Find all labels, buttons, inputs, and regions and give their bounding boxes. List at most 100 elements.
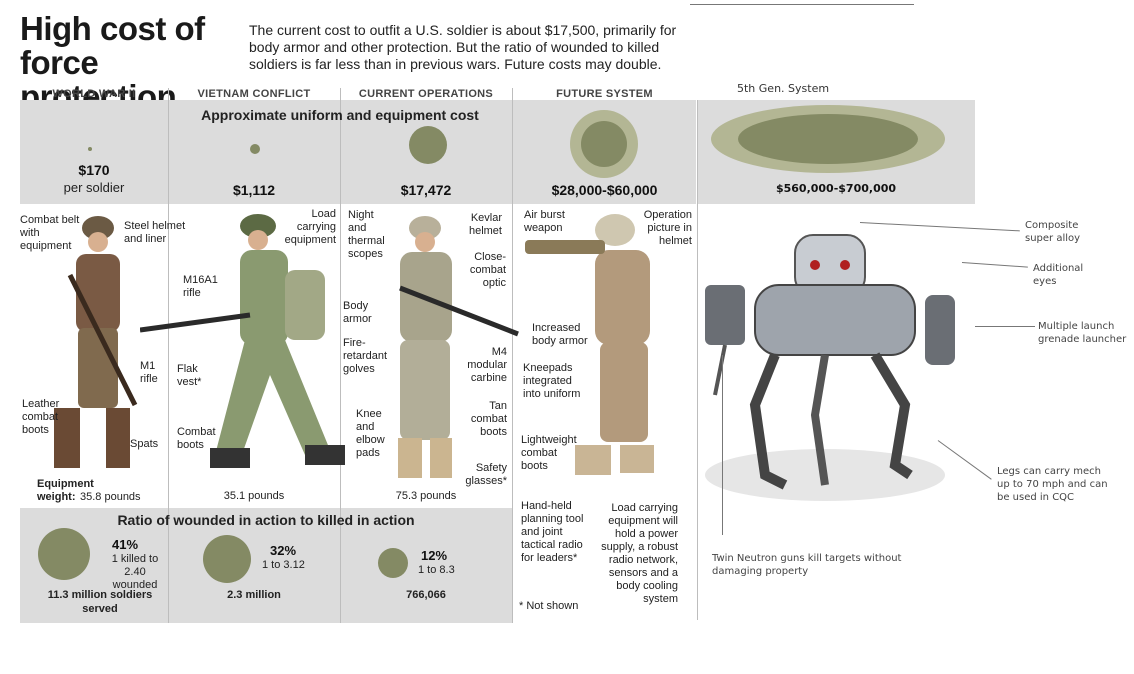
vietnam-boots-label: Combat boots [177,426,216,451]
ww2-right-boot [106,408,130,468]
cost-ww2-unit: per soldier [63,180,125,195]
mech-launcher-label: Multiple launch grenade launcher [1038,321,1127,345]
ratio-vietnam-ratio: 1 to 3.12 [262,559,305,571]
ratio-current-served: 766,066 [406,589,446,601]
ww2-rifle [67,273,138,407]
current-optic-label: Close-combat optic [469,251,506,289]
vietnam-rifle-label: M16A1 rifle [183,274,218,299]
mech-center-leg [810,354,829,486]
current-glasses-label: Safety glasses* [465,462,507,487]
current-fire-label: Fire-retardant golves [343,337,388,375]
future-airburst-weapon [525,240,605,254]
page-subtitle: The current cost to outfit a U.S. soldie… [249,22,677,72]
cost-fifth: $560,000-$700,000 [775,182,897,195]
ww2-boots-label: Leather combat boots [22,398,60,436]
mech-alloy-label: Composite super alloy [1025,220,1081,244]
leader-launcher [975,326,1035,327]
top-rule [690,4,914,5]
ratio-panel [20,508,512,623]
ww2-helmet [82,216,114,240]
current-carbine-label: M4 modular carbine [467,346,507,384]
mech-eye [840,260,850,270]
current-left-boot [398,438,422,478]
current-tan-label: Tan combat boots [470,400,507,438]
cost-heading: Approximate uniform and equipment cost [201,107,479,123]
vietnam-right-boot [305,445,345,465]
vietnam-legs [215,340,330,460]
current-legs [400,340,450,440]
divider [697,100,698,620]
mech-launcher [925,295,955,365]
future-load-label: Load carrying equipment will hold a powe… [601,502,678,605]
ratio-current-ratio: 1 to 8.3 [418,564,455,576]
vietnam-weight: 35.1 pounds [223,490,285,502]
mech-guns [705,285,745,345]
divider [512,88,513,623]
mech-gun-barrel [713,344,727,396]
ww2-legs [78,328,118,408]
mech-guns-label: Twin Neutron guns kill targets without d… [712,553,902,577]
ww2-spats-label: Spats [130,438,159,450]
current-rifle [399,285,519,337]
current-weight: 75.3 pounds [395,490,457,502]
ww2-rifle-label: M1 rifle [140,360,158,385]
ww2-weight-label: Equipment weight: [37,478,94,503]
future-soldier-illustration [525,214,654,475]
current-helmet [409,216,441,240]
era-vietnam: VIETNAM CONFLICT [197,88,311,100]
cost-future: $28,000-$60,000 [551,182,658,198]
vietnam-helmet [240,214,276,238]
current-head [415,232,435,252]
cost-dot-vietnam [250,144,260,154]
mech-legs-label: Legs can carry mech up to 70 mph and can… [997,466,1108,503]
cost-current: $17,472 [400,182,452,198]
era-fifth: 5th Gen. System [737,82,830,95]
future-boots-label: Lightweight combat boots [521,434,577,472]
vietnam-head [248,230,268,250]
ratio-circle-ww2 [38,528,90,580]
vietnam-rifle [140,312,251,333]
vietnam-torso [240,250,288,345]
current-knee-label: Knee and elbow pads [356,408,385,459]
mech-eyes-label: Additional eyes [1033,263,1084,287]
divider [168,88,169,623]
mech-illustration [705,234,955,501]
cost-dot-future [581,121,627,167]
future-airburst-label: Air burst weapon [524,209,565,234]
cost-dot-ww2 [88,147,92,151]
future-armor-label: Increased body armor [532,322,588,347]
mech-right-leg [870,352,913,480]
ww2-torso [76,254,120,332]
vietnam-left-boot [210,448,250,468]
future-helmet [595,214,635,246]
ratio-vietnam-pct: 32% [270,543,297,558]
cost-dot-current [409,126,447,164]
current-soldier-illustration [398,216,519,478]
ratio-heading: Ratio of wounded in action to killed in … [117,512,415,528]
ww2-soldier-illustration [54,216,138,468]
future-kneepads-label: Kneepads integrated into uniform [523,362,581,400]
mech-body [754,284,916,356]
future-torso [595,250,650,345]
future-handheld-label: Hand-held planning tool and joint tactic… [521,500,584,564]
vietnam-pack [285,270,325,340]
ratio-ww2-pct: 41% [112,537,139,552]
future-legs [600,342,648,442]
current-night-label: Night and thermal scopes [348,209,385,260]
vietnam-vest-label: Flak vest* [177,363,202,388]
ratio-circle-current [378,548,408,578]
cost-vietnam: $1,112 [232,182,276,198]
current-right-boot [430,438,452,478]
era-future: FUTURE SYSTEM [556,88,653,100]
ww2-weight: 35.8 pounds [80,491,141,503]
ratio-circle-vietnam [203,535,251,583]
ratio-ww2-ratio: 1 killed to 2.40 wounded [111,553,159,591]
cost-ww2: $170 [78,162,110,178]
era-current: CURRENT OPERATIONS [358,88,494,100]
mech-left-leg [749,353,788,490]
ww2-left-boot [54,408,80,468]
future-left-boot [575,445,611,475]
current-kevlar-label: Kevlar helmet [468,212,502,237]
divider [340,88,341,623]
vietnam-soldier-illustration [140,214,345,468]
